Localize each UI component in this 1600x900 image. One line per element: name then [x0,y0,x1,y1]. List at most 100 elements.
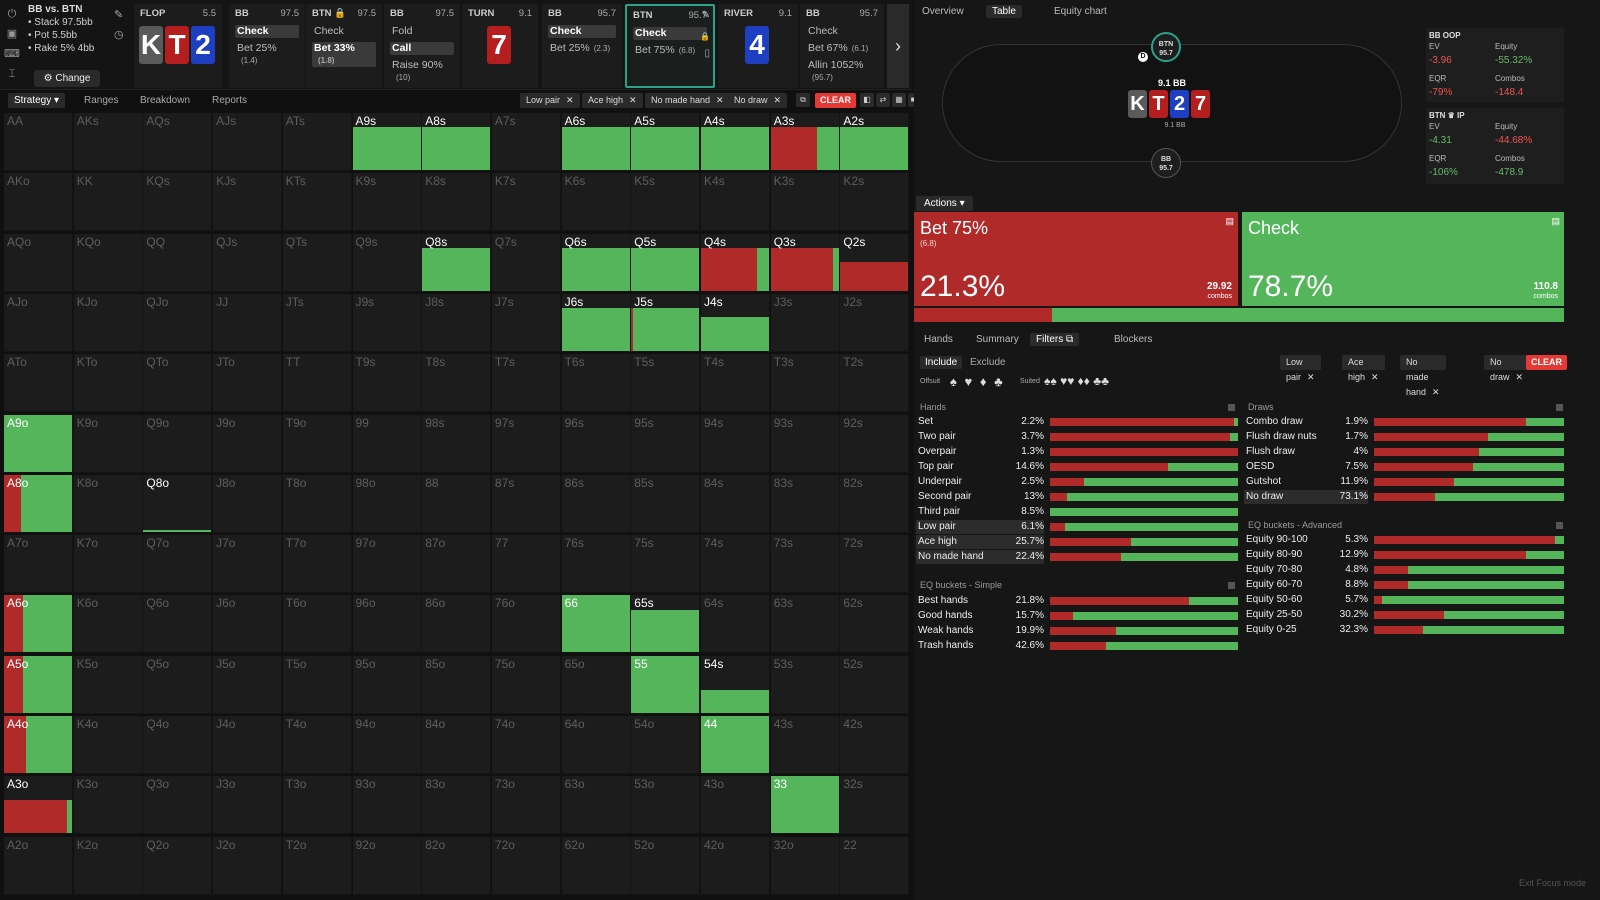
hand-cell[interactable]: T8s [422,354,492,413]
hand-cell[interactable]: A2s [840,113,910,171]
hand-cell[interactable]: T3o [282,776,352,835]
hand-cell[interactable]: 74o [491,716,561,774]
hand-cell[interactable]: KTo [73,354,143,413]
hand-cell[interactable]: 85s [631,474,701,533]
hand-cell[interactable]: 76o [491,595,561,654]
tab-overview[interactable]: Overview [922,6,964,17]
hand-cell[interactable]: T4o [282,716,352,774]
hand-cell[interactable]: 93o [352,776,422,835]
hand-cell[interactable]: 94o [352,716,422,774]
hand-cell[interactable]: QTs [282,233,352,292]
action-option[interactable]: Raise 90% (10) [390,59,454,84]
filter-row[interactable]: Set 2.2% [916,415,1044,429]
filter-row[interactable]: Equity 80-90 12.9% [1244,548,1368,562]
hand-cell[interactable]: Q6s [561,233,631,292]
hand-cell[interactable]: AJo [4,293,73,352]
hand-cell[interactable]: J3o [213,776,283,835]
filter-row[interactable]: Equity 0-25 32.3% [1244,623,1368,637]
filter-chip[interactable]: Ace high ✕ [1342,355,1385,382]
hand-cell[interactable]: Q9o [143,414,213,473]
action-option[interactable]: Fold [390,25,454,38]
hand-cell[interactable]: KK [73,173,143,232]
hand-cell[interactable]: T4s [701,354,770,413]
action-option[interactable]: Check [235,25,299,38]
hand-cell[interactable]: 82s [840,474,910,533]
hand-cell[interactable]: A5o [4,655,73,714]
filter-row[interactable]: No made hand 22.4% [916,550,1044,564]
filter-row[interactable]: Two pair 3.7% [916,430,1044,444]
filter-chip[interactable]: No made hand ✕ [1400,355,1446,397]
hand-cell[interactable]: 92o [352,836,422,895]
hand-cell[interactable]: KQo [73,233,143,292]
hand-cell[interactable]: 72s [840,535,910,594]
hand-cell[interactable]: K5s [631,173,701,232]
hand-cell[interactable]: 33 [770,776,840,835]
hand-cell[interactable]: AQs [143,113,213,171]
swap-icon[interactable]: ⇄ [876,93,890,107]
filter-row[interactable]: Equity 25-50 30.2% [1244,608,1368,622]
hand-cell[interactable]: JTs [282,293,352,352]
hand-cell[interactable]: K9s [352,173,422,232]
filter-row[interactable]: Equity 60-70 8.8% [1244,578,1368,592]
hand-cell[interactable]: TT [282,354,352,413]
hand-cell[interactable]: 94s [701,414,770,473]
hand-cell[interactable]: A7o [4,535,73,594]
action-option[interactable]: Bet 25% (1.4) [235,42,299,67]
close-icon[interactable]: ✕ [716,95,724,105]
hand-cell[interactable]: T6s [561,354,631,413]
hand-cell[interactable]: K3s [770,173,840,232]
hand-cell[interactable]: QQ [143,233,213,292]
close-icon[interactable]: ✕ [1432,387,1440,397]
filter-row[interactable]: Low pair 6.1% [916,520,1044,534]
hand-cell[interactable]: 95o [352,655,422,714]
layout-icon[interactable]: ◧ [860,93,874,107]
action-option[interactable]: Check [548,25,616,38]
hand-cell[interactable]: 95s [631,414,701,473]
hand-cell[interactable]: Q4s [701,233,770,292]
hand-cell[interactable]: T7s [491,354,561,413]
hand-cell[interactable]: 32o [770,836,840,895]
hand-cell[interactable]: 32s [840,776,910,835]
hand-cell[interactable]: J6s [561,293,631,352]
hand-cell[interactable]: Q8s [422,233,492,292]
hand-cell[interactable]: 88 [422,474,492,533]
hand-cell[interactable]: Q5s [631,233,701,292]
step-3[interactable]: BB 97.5 Fold Call Raise 90% (10) [384,4,460,88]
close-icon[interactable]: ✕ [773,95,782,105]
action-option[interactable]: Bet 33% (1.8) [312,42,376,67]
change-button[interactable]: ⚙ Change [34,70,100,87]
hand-cell[interactable]: T7o [282,535,352,594]
tab-hands[interactable]: Hands [924,334,953,345]
hand-cell[interactable]: Q4o [143,716,213,774]
hand-cell[interactable]: J3s [770,293,840,352]
hand-cell[interactable]: T3s [770,354,840,413]
action-option[interactable]: Bet 67% (6.1) [806,42,878,55]
hand-cell[interactable]: K7s [491,173,561,232]
filter-chip[interactable]: No made hand ✕ [645,93,730,108]
hand-cell[interactable]: KJs [213,173,283,232]
tab-summary[interactable]: Summary [976,334,1019,345]
hand-cell[interactable]: 53o [631,776,701,835]
hand-cell[interactable]: 97s [491,414,561,473]
hand-cell[interactable]: T6o [282,595,352,654]
hand-cell[interactable]: 98o [352,474,422,533]
hand-cell[interactable]: 97o [352,535,422,594]
action-option[interactable]: Allin 1052% (95.7) [806,59,878,84]
hand-cell[interactable]: K9o [73,414,143,473]
hand-cell[interactable]: J9s [352,293,422,352]
street-river[interactable]: RIVER 9.1 4 [718,4,798,88]
hand-cell[interactable]: 83o [422,776,492,835]
hand-cell[interactable]: 99 [352,414,422,473]
hand-cell[interactable]: 92s [840,414,910,473]
hand-cell[interactable]: 86o [422,595,492,654]
hand-cell[interactable]: A8s [422,113,492,171]
hand-cell[interactable]: Q2s [840,233,910,292]
hand-cell[interactable]: J6o [213,595,283,654]
hand-cell[interactable]: 52o [631,836,701,895]
hand-cell[interactable]: T8o [282,474,352,533]
filter-row[interactable]: Gutshot 11.9% [1244,475,1368,489]
close-icon[interactable]: ✕ [1371,372,1379,382]
hand-cell[interactable]: AJs [213,113,283,171]
hand-cell[interactable]: 86s [561,474,631,533]
action-option[interactable]: Bet 25% (2.3) [548,42,616,55]
